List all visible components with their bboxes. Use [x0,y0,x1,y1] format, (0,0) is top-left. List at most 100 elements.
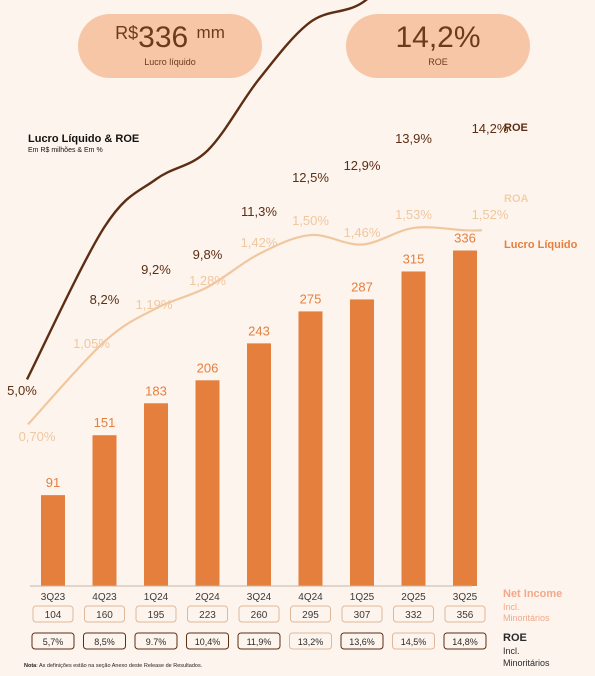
bar-value-label: 315 [403,251,425,266]
bar-3Q25 [453,250,477,586]
kpi-net-income-label: Lucro líquido [144,57,196,67]
roe-cell [289,632,332,650]
x-tick-label: 3Q23 [41,592,66,603]
x-tick-label: 2Q24 [195,592,220,603]
row-title-net-income: Net Income [503,588,562,600]
roe-point-label: 11,3% [241,204,277,219]
roe-cell [392,632,435,650]
bar-value-label: 287 [351,279,373,294]
x-tick-label: 4Q24 [298,592,323,603]
footnote-text: : As definições estão na seção Anexo des… [36,663,203,669]
chart-title: Lucro Líquido & ROE [28,133,140,145]
legend-roe: ROE [504,122,528,134]
bar-value-label: 206 [197,360,219,375]
roe-cell-value: 5,7% [43,637,64,647]
roe-cell [134,632,178,650]
net-income-cell [238,605,280,623]
roe-point-label: 8,2% [90,292,120,307]
chart-subtitle: Em R$ milhões & Em % [28,147,103,154]
bar-3Q23 [41,495,65,586]
roe-point-label: 13,9% [395,131,432,146]
net-income-cell [290,605,331,623]
roa-point-label: 1,05% [73,336,110,351]
row-subtitle-roe: Minoritários [503,658,550,668]
roa-point-label: 1,52% [472,207,509,222]
roe-cell [443,632,487,650]
net-income-cell [393,605,434,623]
footnote: Nota: As definições estão na seção Anexo… [24,663,202,669]
x-tick-label: 4Q23 [92,592,117,603]
net-income-cell-value: 332 [405,610,422,621]
roa-point-label: 1,50% [292,213,329,228]
roe-cell-value: 14,8% [452,637,478,647]
roa-point-label: 1,28% [189,273,226,288]
x-tick-label: 1Q25 [350,592,375,603]
roa-line [27,226,483,426]
row-subtitle-net-income: Incl. [503,602,520,612]
roe-point-label: 14,2% [472,121,509,136]
roe-point-label: 12,9% [344,158,381,173]
roe-cell-value: 13,6% [349,637,375,647]
kpi-net-income: R$336 mm Lucro líquido [78,14,262,78]
x-tick-label: 1Q24 [144,592,169,603]
roe-cell [237,632,281,650]
x-tick-label: 3Q25 [453,592,478,603]
bar-2Q25 [401,271,426,586]
roe-cell-value: 9.7% [146,637,167,647]
bar-1Q25 [350,299,374,586]
roa-point-label: 1,42% [241,235,278,250]
net-income-cell-value: 195 [148,610,165,621]
bar-value-label: 336 [454,231,476,246]
kpi-net-income-value: R$336 mm [78,22,262,54]
kpi-net-income-number: 336 [138,21,189,54]
roe-cell-value: 14,5% [401,637,427,647]
row-subtitle-net-income: Minoritários [503,613,550,623]
row-subtitle-roe: Incl. [503,646,520,656]
kpi-roe-label: ROE [428,57,448,67]
bar-value-label: 183 [145,383,167,398]
net-income-cell-value: 356 [457,610,474,621]
net-income-cell-value: 160 [96,610,113,621]
x-tick-label: 3Q24 [247,592,272,603]
roe-cell [31,632,75,650]
row-title-roe: ROE [503,632,527,644]
roe-point-label: 9,2% [141,262,171,277]
roe-cell-value: 8,5% [94,637,115,647]
kpi-roe: 14,2% ROE [346,14,530,78]
net-income-cell [135,605,177,623]
bar-2Q24 [195,380,220,586]
bar-4Q24 [298,311,323,586]
roe-cell [186,632,229,650]
roe-line [25,0,368,380]
net-income-cell-value: 260 [251,610,268,621]
net-income-cell [32,605,74,623]
net-income-cell [444,605,486,623]
footnote-label: Nota [24,663,37,669]
roa-point-label: 1,53% [395,207,432,222]
roe-point-label: 5,0% [7,383,37,398]
net-income-cell-value: 104 [45,610,62,621]
net-income-cell-value: 223 [199,610,216,621]
net-income-cell [84,605,125,623]
roe-point-label: 12,5% [292,170,329,185]
bar-1Q24 [144,403,168,586]
roa-point-label: 1,19% [136,297,173,312]
roe-cell [340,632,384,650]
bar-value-label: 275 [300,291,322,306]
bar-3Q24 [247,343,271,586]
net-income-cell-value: 307 [354,610,371,621]
roa-point-label: 0,70% [19,429,56,444]
x-tick-label: 2Q25 [401,592,426,603]
roe-cell-value: 11,9% [247,637,272,647]
net-income-cell [187,605,228,623]
bar-4Q23 [92,435,117,586]
kpi-currency: R$ [115,23,139,43]
bar-value-label: 151 [94,415,116,430]
roe-cell [83,632,126,650]
bar-value-label: 91 [46,475,60,490]
kpi-roe-value: 14,2% [395,21,481,54]
net-income-cell-value: 295 [302,610,319,621]
bar-value-label: 243 [248,323,270,338]
roe-cell-value: 13,2% [298,637,324,647]
